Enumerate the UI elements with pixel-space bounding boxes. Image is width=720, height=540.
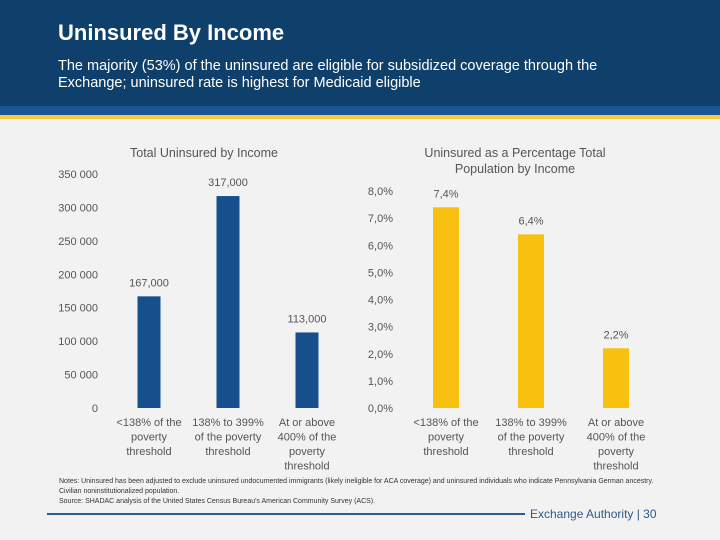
x-tick-label: <138% of the bbox=[116, 417, 181, 429]
y-tick-label: 300 000 bbox=[58, 202, 98, 214]
x-tick-label: threshold bbox=[423, 446, 468, 458]
x-tick-label: poverty bbox=[598, 446, 635, 458]
y-tick-label: 6,0% bbox=[368, 240, 393, 252]
data-label: 2,2% bbox=[603, 329, 628, 341]
header bbox=[0, 0, 720, 106]
x-tick-label: At or above bbox=[279, 417, 335, 429]
header-band bbox=[0, 106, 720, 115]
notes-text: Notes: Uninsured has been adjusted to ex… bbox=[59, 478, 654, 495]
y-tick-label: 4,0% bbox=[368, 295, 393, 307]
x-tick-label: <138% of the bbox=[413, 417, 478, 429]
y-tick-label: 0,0% bbox=[368, 403, 393, 415]
bar bbox=[433, 207, 459, 408]
y-tick-label: 3,0% bbox=[368, 322, 393, 334]
y-tick-label: 150 000 bbox=[58, 303, 98, 315]
notes: Notes: Uninsured has been adjusted to ex… bbox=[59, 477, 659, 507]
x-tick-label: threshold bbox=[126, 446, 171, 458]
x-tick-label: threshold bbox=[593, 461, 638, 473]
y-tick-label: 2,0% bbox=[368, 349, 393, 361]
y-tick-label: 0 bbox=[92, 403, 98, 415]
x-tick-label: threshold bbox=[205, 446, 250, 458]
y-tick-label: 250 000 bbox=[58, 236, 98, 248]
data-label: 167,000 bbox=[129, 277, 169, 289]
page-subtitle: The majority (53%) of the uninsured are … bbox=[58, 58, 598, 91]
bar bbox=[295, 332, 319, 408]
y-tick-label: 1,0% bbox=[368, 376, 393, 388]
footer-line bbox=[47, 513, 525, 515]
x-tick-label: threshold bbox=[508, 446, 553, 458]
x-tick-label: 400% of the bbox=[587, 432, 646, 444]
y-tick-label: 8,0% bbox=[368, 186, 393, 198]
bar bbox=[603, 348, 629, 408]
accent-stripe bbox=[0, 115, 720, 119]
x-tick-label: 400% of the bbox=[278, 432, 337, 444]
data-label: 7,4% bbox=[433, 188, 458, 200]
y-tick-label: 200 000 bbox=[58, 269, 98, 281]
y-tick-label: 5,0% bbox=[368, 267, 393, 279]
x-tick-label: of the poverty bbox=[195, 432, 262, 444]
bar bbox=[216, 196, 240, 408]
data-label: 113,000 bbox=[288, 313, 327, 325]
bar bbox=[137, 296, 161, 408]
footer-text: Exchange Authority | 30 bbox=[530, 507, 657, 521]
data-label: 317,000 bbox=[208, 177, 248, 189]
x-tick-label: 138% to 399% bbox=[192, 417, 264, 429]
y-tick-label: 100 000 bbox=[58, 336, 98, 348]
x-tick-label: of the poverty bbox=[498, 432, 565, 444]
y-tick-label: 350 000 bbox=[58, 169, 98, 181]
x-tick-label: At or above bbox=[588, 417, 644, 429]
source-text: Source: SHADAC analysis of the United St… bbox=[59, 498, 376, 505]
data-label: 6,4% bbox=[518, 215, 543, 227]
y-tick-label: 50 000 bbox=[64, 370, 98, 382]
x-tick-label: poverty bbox=[289, 446, 326, 458]
page-title: Uninsured By Income bbox=[58, 20, 285, 45]
x-tick-label: poverty bbox=[428, 432, 465, 444]
chart-title: Total Uninsured by Income bbox=[130, 146, 278, 160]
chart-title: Uninsured as a Percentage Total bbox=[424, 146, 605, 160]
bar bbox=[518, 234, 544, 408]
x-tick-label: poverty bbox=[131, 432, 168, 444]
x-tick-label: threshold bbox=[284, 461, 329, 473]
y-tick-label: 7,0% bbox=[368, 213, 393, 225]
chart-title: Population by Income bbox=[455, 162, 575, 176]
x-tick-label: 138% to 399% bbox=[495, 417, 567, 429]
